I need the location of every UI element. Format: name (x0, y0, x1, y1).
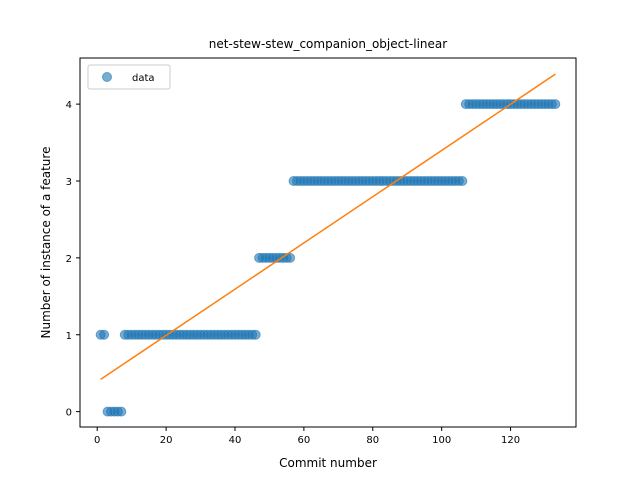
plot-frame (79, 57, 577, 428)
x-tick-label: 120 (501, 435, 520, 446)
x-tick-label: 0 (94, 435, 100, 446)
data-point (250, 329, 261, 340)
x-tick-label: 40 (229, 435, 242, 446)
x-tick-label: 100 (432, 435, 451, 446)
y-axis-label: Number of instance of a feature (39, 147, 53, 339)
x-axis-ticks: 0 20 40 60 80 100 120 (94, 427, 520, 446)
y-tick-label: 0 (66, 408, 72, 419)
chart-title: net-stew-stew_companion_object-linear (209, 37, 447, 51)
legend-marker-data (102, 72, 112, 82)
scatter-points (95, 99, 561, 417)
data-point (457, 176, 468, 186)
data-point (550, 99, 561, 110)
x-tick-label: 60 (298, 435, 311, 446)
y-tick-label: 2 (66, 254, 72, 265)
fit-line-group (100, 73, 556, 380)
y-tick-label: 1 (66, 331, 72, 342)
legend-box (87, 64, 171, 90)
y-tick-label: 3 (66, 177, 72, 188)
y-tick-label: 4 (66, 100, 72, 111)
x-tick-label: 20 (160, 435, 173, 446)
fit-line (100, 73, 556, 380)
legend: data (87, 64, 171, 90)
y-axis-ticks: 0 1 2 3 4 (66, 100, 80, 419)
data-point (116, 406, 127, 417)
legend-label-data: data (132, 73, 155, 84)
data-point (285, 252, 296, 263)
x-tick-label: 80 (366, 435, 379, 446)
data-point (99, 329, 110, 340)
x-axis-label: Commit number (279, 456, 377, 470)
